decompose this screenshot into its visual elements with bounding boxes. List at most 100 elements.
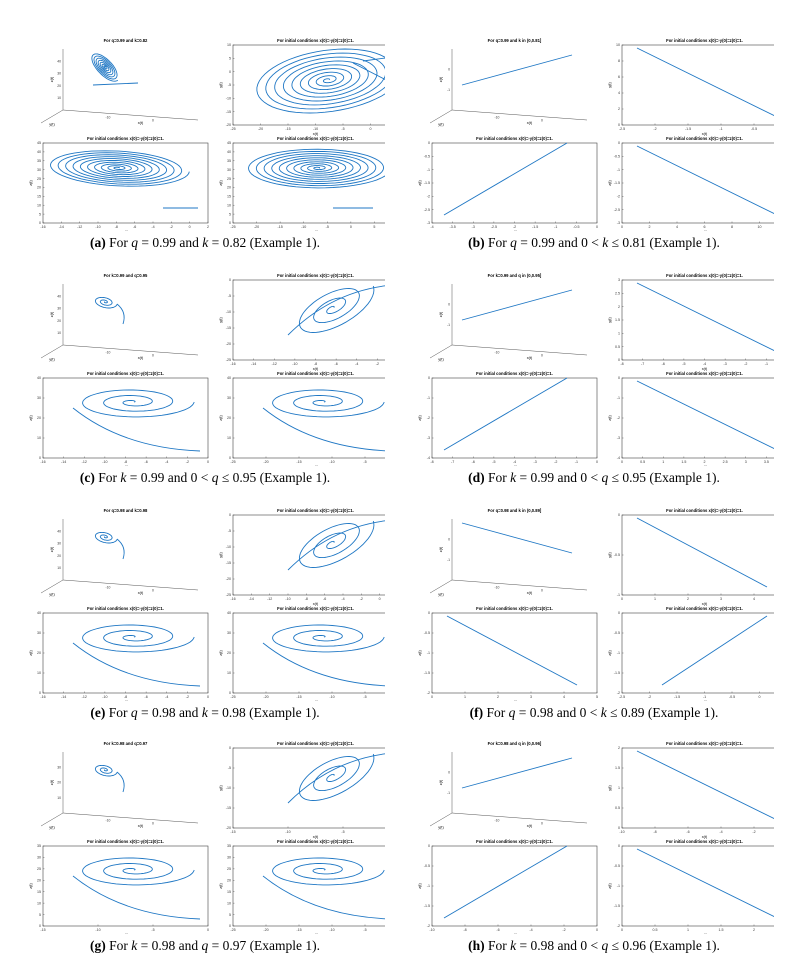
- subplot-2d: For initial conditions x(0)=-y(0)=z(0)=1…: [219, 273, 385, 371]
- x-tick-label: -10: [495, 350, 500, 354]
- y-tick-label: 5: [229, 212, 231, 216]
- x-tick-label: -15: [278, 225, 283, 229]
- y-tick-label: -1.5: [424, 181, 430, 185]
- trajectory-line: [636, 282, 774, 352]
- figure-panel-b: For q=0.99 and k in (0,0.81] x(t) y(t) z(t)…: [414, 35, 774, 275]
- caption-pre: For: [94, 470, 121, 485]
- x-tick-label: 0: [541, 119, 543, 123]
- y-tick-label: -20: [226, 342, 231, 346]
- x-tick-label: -8: [305, 597, 308, 601]
- caption-label: (b): [468, 235, 485, 250]
- x-tick-label: -25: [230, 695, 235, 699]
- y-axis-label: z(t): [29, 415, 33, 421]
- trajectory-line: [661, 615, 768, 686]
- subplot-2d: For initial conditions x(0)=-y(0)=z(0)=1…: [29, 839, 209, 934]
- trajectory-line: [443, 845, 568, 919]
- panel-caption: (a) For q = 0.99 and k = 0.82 (Example 1…: [25, 235, 385, 251]
- subplot-title: For initial conditions x(0)=-y(0)=z(0)=1…: [666, 136, 743, 141]
- y-tick-label: 0: [229, 278, 231, 282]
- y-tick-label: -1.5: [424, 671, 430, 675]
- x-tick-label: -10: [495, 585, 500, 589]
- y-tick-label: -2: [427, 416, 430, 420]
- x-tick-label: -2: [360, 597, 363, 601]
- y-tick-label: 25: [227, 867, 231, 871]
- y-tick-label: 2: [618, 107, 620, 111]
- x-axis-label: y(t): [313, 933, 319, 934]
- y-tick-label: -2: [617, 416, 620, 420]
- subplot-title: For q=0.99 and k in (0,0.81]: [488, 38, 542, 43]
- y-axis-label: y(t): [438, 123, 444, 127]
- y-tick-label: 30: [227, 396, 231, 400]
- x-tick-label: -6: [335, 362, 338, 366]
- x-tick-label: 0: [541, 354, 543, 358]
- x-tick-label: -8: [314, 362, 317, 366]
- caption-p2: q: [601, 470, 609, 485]
- x-tick-label: -2: [186, 460, 189, 464]
- x-tick-label: -2: [376, 362, 379, 366]
- y-tick-label: 10: [227, 43, 231, 47]
- x-tick-label: -15: [296, 460, 301, 464]
- x-tick-label: -10: [95, 225, 100, 229]
- y-tick-label: 0: [39, 221, 41, 225]
- y-tick-label: -0.5: [424, 631, 430, 635]
- y-tick-label: 25: [227, 177, 231, 181]
- x-axis-label: y(t): [702, 700, 708, 701]
- z-tick-label: 40: [57, 529, 61, 533]
- y-tick-label: 40: [227, 150, 231, 154]
- x-tick-label: -7: [641, 362, 644, 366]
- x-tick-label: -10: [102, 460, 107, 464]
- subplot-3d: For k=0.98 and q in (0,0.96] x(t) y(t) z(t)…: [429, 741, 588, 830]
- x-tick-label: -8: [463, 928, 466, 932]
- y-axis-label: z(t): [608, 650, 612, 656]
- x-tick-label: 0: [596, 460, 598, 464]
- figure-panel-g: For k=0.98 and q=0.97 x(t) y(t) z(t) 10 20 30 -…: [25, 738, 385, 978]
- x-axis-label: x(t): [512, 465, 518, 466]
- subplot-title: For k=0.99 and q in (0,0.95]: [488, 273, 542, 278]
- y-tick-label: 40: [37, 376, 41, 380]
- x-tick-label: -15: [230, 830, 235, 834]
- x-tick-label: -12: [82, 695, 87, 699]
- y-tick-label: -1.5: [424, 904, 430, 908]
- z-tick-label: 30: [57, 765, 61, 769]
- z-axis-label: z(t): [439, 76, 443, 82]
- x-tick-label: -16: [40, 225, 45, 229]
- x-tick-label: 4: [753, 597, 755, 601]
- x-tick-label: -12: [82, 460, 87, 464]
- y-tick-label: 15: [227, 890, 231, 894]
- subplot-3d: For k=0.99 and q in (0,0.95] x(t) y(t) z(t)…: [429, 273, 588, 362]
- x-tick-label: -2: [752, 830, 755, 834]
- y-tick-label: -1: [617, 168, 620, 172]
- trajectory-line: [50, 150, 198, 209]
- figure-panel-e: For q=0.98 and k=0.98 x(t) y(t) z(t) 10 20 30 4…: [25, 505, 385, 745]
- y-tick-label: -10: [226, 97, 231, 101]
- x-tick-label: -16: [230, 597, 235, 601]
- x-tick-label: -4: [355, 362, 358, 366]
- x-tick-label: -3: [724, 362, 727, 366]
- x-tick-label: -20: [263, 695, 268, 699]
- y-tick-label: -2: [617, 924, 620, 928]
- x-tick-label: 3: [530, 695, 532, 699]
- x-tick-label: 2: [207, 225, 209, 229]
- x-tick-label: 1: [662, 460, 664, 464]
- y-tick-label: 45: [37, 141, 41, 145]
- z-tick-label: -1: [447, 791, 450, 795]
- subplot-2d: For initial conditions x(0)=-y(0)=z(0)=1…: [418, 136, 598, 231]
- y-tick-label: 45: [227, 141, 231, 145]
- trajectory-3d: [461, 289, 573, 321]
- x-tick-label: -12: [267, 597, 272, 601]
- caption-pre: For: [105, 938, 132, 953]
- subplot-3d: For k=0.99 and q=0.95 x(t) y(t) z(t) 10 20 30 4…: [40, 273, 199, 362]
- x-tick-label: -6: [145, 460, 148, 464]
- trajectory-line: [446, 615, 578, 686]
- x-tick-label: -6: [662, 362, 665, 366]
- x-tick-label: -3.5: [450, 225, 456, 229]
- subplot-title: For initial conditions x(0)=-y(0)=z(0)=1…: [277, 741, 354, 746]
- x-tick-label: 0: [621, 225, 623, 229]
- x-axis-label: x(t): [527, 824, 533, 828]
- y-tick-label: -1: [427, 396, 430, 400]
- subplot-title: For initial conditions x(0)=-y(0)=z(0)=1…: [87, 136, 164, 141]
- caption-m2: = 0.98 (Example 1).: [207, 705, 320, 720]
- subplot-title: For initial conditions x(0)=-y(0)=z(0)=1…: [666, 371, 743, 376]
- trajectory-line: [262, 857, 385, 920]
- x-axis-label: x(t): [527, 356, 533, 360]
